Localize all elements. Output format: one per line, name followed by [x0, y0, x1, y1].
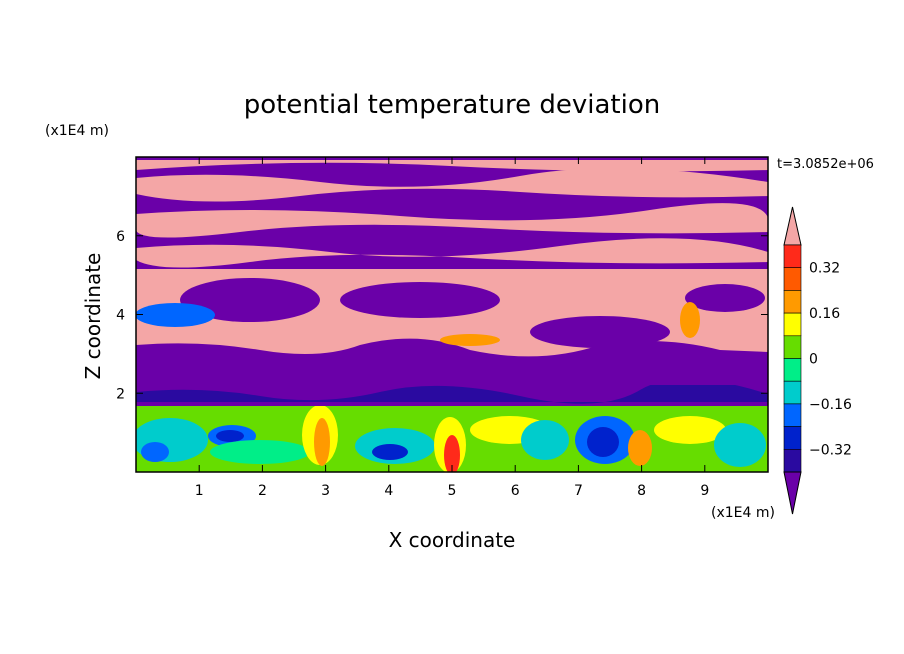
- contour-region: [136, 303, 215, 327]
- contour-region: [628, 430, 652, 466]
- contour-region: [444, 435, 460, 472]
- colorbar-swatch: [783, 426, 802, 450]
- contour-region: [141, 442, 169, 462]
- colorbar-swatch: [783, 380, 802, 405]
- contour-region: [587, 427, 619, 457]
- contour-region: [136, 168, 768, 202]
- colorbar-swatch: [783, 267, 802, 291]
- contour-region: [180, 278, 320, 322]
- contour-region: [136, 338, 768, 385]
- colorbar: 0.32 0.16 0 −0.16 −0.32: [783, 206, 852, 515]
- colorbar-bottom-extension: [783, 471, 802, 515]
- y-tick-label: 4: [116, 308, 125, 324]
- colorbar-tick-label: −0.32: [809, 442, 852, 458]
- y-tick-label: 2: [116, 386, 125, 402]
- time-label: t=3.0852e+06: [777, 157, 874, 172]
- x-axis-label: X coordinate: [389, 528, 516, 552]
- contour-region: [521, 420, 569, 460]
- colorbar-tick-label: 0.32: [809, 261, 840, 277]
- x-axis-ticks: 1 2 3 4 5 6 7 8 9: [195, 157, 709, 499]
- colorbar-swatch: [783, 448, 802, 473]
- contour-region: [440, 334, 500, 346]
- x-tick-label: 3: [321, 483, 330, 499]
- colorbar-swatch: [783, 290, 802, 314]
- colorbar-top-extension: [783, 206, 802, 246]
- contour-region: [136, 378, 768, 404]
- y-axis-label: Z coordinate: [81, 253, 105, 380]
- contour-region: [314, 418, 330, 466]
- x-tick-label: 6: [511, 483, 520, 499]
- contour-region: [680, 302, 700, 338]
- colorbar-swatch: [783, 403, 802, 427]
- contour-region: [654, 416, 726, 444]
- y-axis-ticks: 2 4 6: [116, 229, 768, 402]
- contour-region: [216, 430, 244, 442]
- contour-region: [685, 284, 765, 312]
- x-tick-label: 7: [574, 483, 583, 499]
- plot-area: [136, 157, 768, 472]
- x-tick-label: 2: [258, 483, 267, 499]
- colorbar-swatch: [783, 312, 802, 337]
- colorbar-tick-label: −0.16: [809, 397, 852, 413]
- contour-region: [530, 316, 670, 348]
- x-tick-label: 1: [195, 483, 204, 499]
- x-axis-unit: (x1E4 m): [711, 505, 775, 521]
- colorbar-tick-label: 0.16: [809, 306, 840, 322]
- colorbar-swatch: [783, 244, 802, 269]
- y-tick-label: 6: [116, 229, 125, 245]
- contour-region: [136, 238, 768, 268]
- contour-region: [340, 282, 500, 318]
- contour-region: [372, 444, 408, 460]
- colorbar-swatch: [783, 335, 802, 359]
- x-tick-label: 8: [637, 483, 646, 499]
- contour-regions: [136, 157, 768, 472]
- contour-region: [136, 203, 768, 238]
- contour-region: [210, 440, 310, 464]
- x-tick-label: 4: [384, 483, 393, 499]
- y-axis-unit: (x1E4 m): [45, 123, 109, 139]
- contour-region: [136, 160, 768, 172]
- chart-title: potential temperature deviation: [244, 90, 660, 120]
- contour-region: [714, 423, 766, 467]
- x-tick-label: 5: [448, 483, 457, 499]
- colorbar-swatch: [783, 358, 802, 382]
- x-tick-label: 9: [700, 483, 709, 499]
- colorbar-tick-label: 0: [809, 352, 818, 368]
